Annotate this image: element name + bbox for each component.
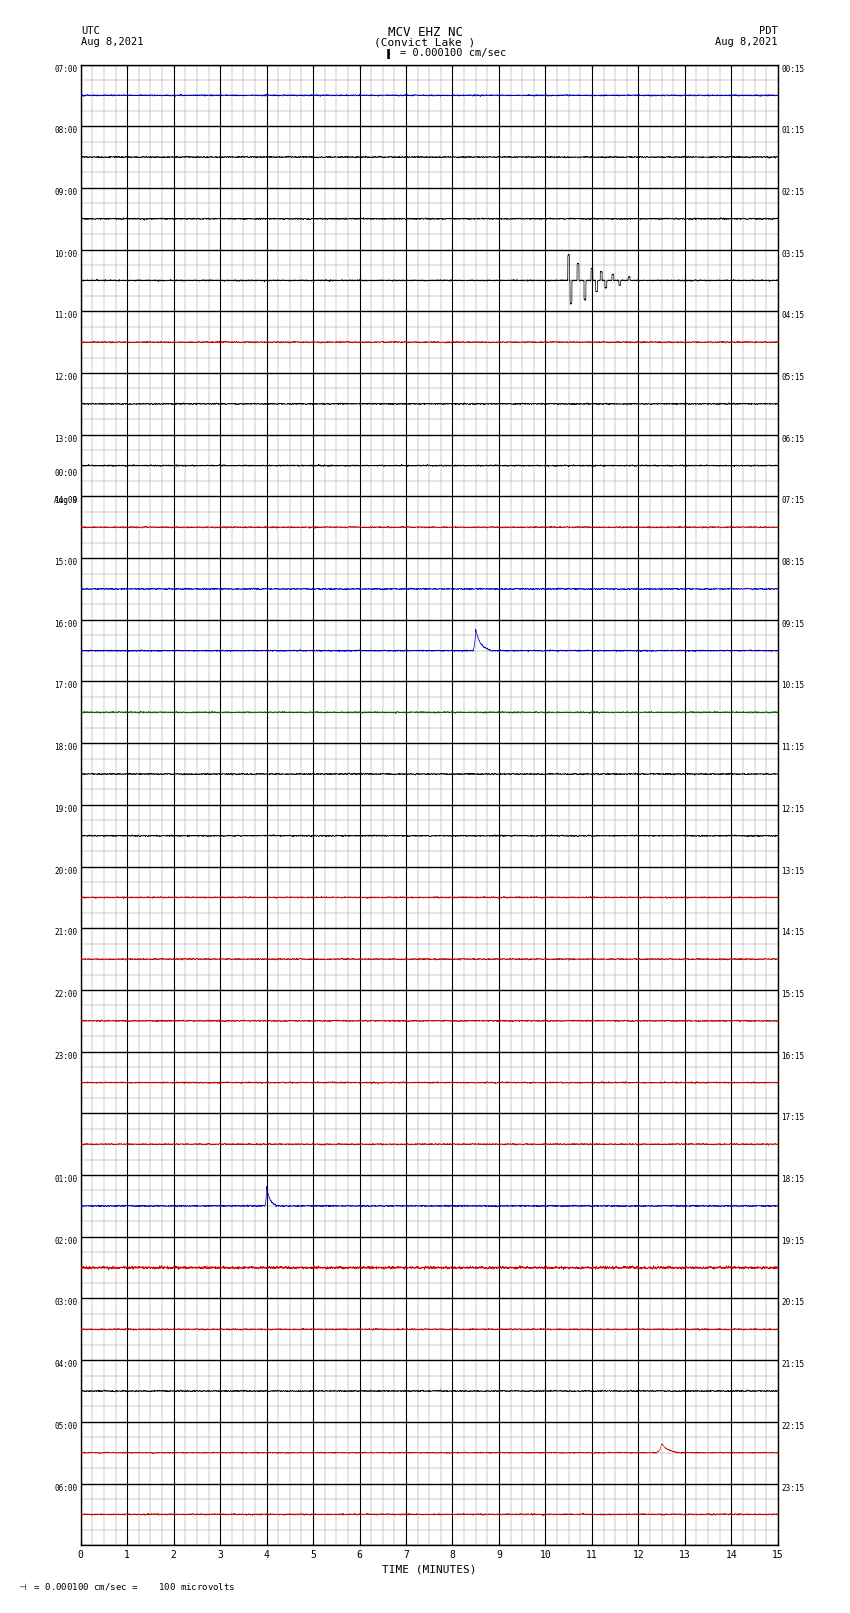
Text: PDT: PDT: [759, 26, 778, 35]
Text: 18:00: 18:00: [54, 744, 77, 752]
Text: 00:00: 00:00: [54, 469, 77, 477]
Text: Aug 8,2021: Aug 8,2021: [715, 37, 778, 47]
Text: 19:15: 19:15: [781, 1237, 804, 1245]
Text: 05:00: 05:00: [54, 1423, 77, 1431]
Text: 16:15: 16:15: [781, 1052, 804, 1061]
Text: 04:00: 04:00: [54, 1360, 77, 1369]
Text: 10:15: 10:15: [781, 682, 804, 690]
Text: 09:15: 09:15: [781, 619, 804, 629]
Text: 13:00: 13:00: [54, 436, 77, 444]
Text: 19:00: 19:00: [54, 805, 77, 815]
Text: 14:00: 14:00: [54, 497, 77, 505]
Text: 02:15: 02:15: [781, 189, 804, 197]
Text: 12:15: 12:15: [781, 805, 804, 815]
Text: 03:15: 03:15: [781, 250, 804, 258]
Text: 01:15: 01:15: [781, 126, 804, 135]
Text: 18:15: 18:15: [781, 1174, 804, 1184]
Text: 11:15: 11:15: [781, 744, 804, 752]
Text: UTC: UTC: [81, 26, 99, 35]
Text: 14:15: 14:15: [781, 929, 804, 937]
Text: 05:15: 05:15: [781, 373, 804, 382]
Text: 07:15: 07:15: [781, 497, 804, 505]
Text: 11:00: 11:00: [54, 311, 77, 321]
Text: 17:15: 17:15: [781, 1113, 804, 1123]
Text: 02:00: 02:00: [54, 1237, 77, 1245]
Text: 08:15: 08:15: [781, 558, 804, 568]
Text: 20:00: 20:00: [54, 866, 77, 876]
Text: 04:15: 04:15: [781, 311, 804, 321]
Text: $\mathbf{I}$: $\mathbf{I}$: [385, 48, 391, 63]
Text: $\dashv$ = 0.000100 cm/sec =    100 microvolts: $\dashv$ = 0.000100 cm/sec = 100 microvo…: [17, 1581, 235, 1592]
Text: 15:15: 15:15: [781, 990, 804, 998]
Text: 03:00: 03:00: [54, 1298, 77, 1308]
Text: Aug 8,2021: Aug 8,2021: [81, 37, 144, 47]
Text: 20:15: 20:15: [781, 1298, 804, 1308]
Text: MCV EHZ NC: MCV EHZ NC: [388, 26, 462, 39]
Text: 23:15: 23:15: [781, 1484, 804, 1492]
Text: 17:00: 17:00: [54, 682, 77, 690]
X-axis label: TIME (MINUTES): TIME (MINUTES): [382, 1565, 477, 1574]
Text: 22:00: 22:00: [54, 990, 77, 998]
Text: 08:00: 08:00: [54, 126, 77, 135]
Text: 21:00: 21:00: [54, 929, 77, 937]
Text: 06:15: 06:15: [781, 436, 804, 444]
Text: 22:15: 22:15: [781, 1423, 804, 1431]
Text: Aug 9: Aug 9: [54, 497, 77, 505]
Text: 00:15: 00:15: [781, 65, 804, 74]
Text: 16:00: 16:00: [54, 619, 77, 629]
Text: 21:15: 21:15: [781, 1360, 804, 1369]
Text: 12:00: 12:00: [54, 373, 77, 382]
Text: 10:00: 10:00: [54, 250, 77, 258]
Text: 06:00: 06:00: [54, 1484, 77, 1492]
Text: 15:00: 15:00: [54, 558, 77, 568]
Text: 01:00: 01:00: [54, 1174, 77, 1184]
Text: 13:15: 13:15: [781, 866, 804, 876]
Text: (Convict Lake ): (Convict Lake ): [374, 37, 476, 47]
Text: = 0.000100 cm/sec: = 0.000100 cm/sec: [400, 48, 506, 58]
Text: 09:00: 09:00: [54, 189, 77, 197]
Text: 07:00: 07:00: [54, 65, 77, 74]
Text: 23:00: 23:00: [54, 1052, 77, 1061]
